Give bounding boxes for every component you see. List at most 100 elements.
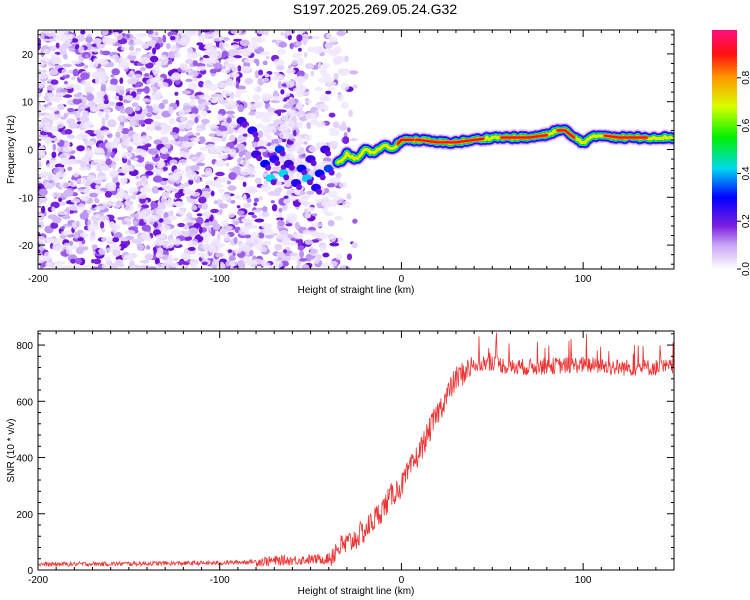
noise-blob: [135, 88, 146, 93]
noise-blob: [147, 30, 154, 35]
noise-haze: [158, 60, 168, 66]
noise-blob: [228, 50, 237, 58]
noise-haze: [286, 147, 295, 153]
noise-blob: [124, 200, 134, 206]
noise-haze: [261, 223, 273, 230]
noise-haze: [225, 56, 238, 62]
noise-haze: [267, 145, 275, 154]
noise-haze: [222, 102, 230, 108]
noise-haze: [203, 210, 211, 219]
noise-haze: [258, 246, 268, 253]
noise-haze: [296, 136, 304, 142]
noise-blob: [60, 226, 65, 230]
noise-blob: [213, 62, 223, 69]
noise-haze: [47, 266, 57, 269]
noise-haze: [214, 159, 226, 167]
noise-blob: [222, 37, 231, 41]
noise-haze: [233, 248, 242, 254]
noise-haze: [256, 123, 264, 129]
noise-haze: [296, 121, 304, 129]
noise-blob: [310, 70, 315, 77]
noise-blob: [138, 119, 145, 125]
noise-blob: [253, 136, 260, 144]
signal-trace-peak: [556, 129, 576, 139]
noise-haze: [78, 46, 85, 54]
noise-haze: [338, 68, 350, 76]
noise-blob: [257, 148, 267, 153]
noise-blob: [136, 243, 145, 251]
noise-blob: [85, 36, 93, 43]
noise-haze: [231, 66, 238, 72]
noise-blob: [287, 34, 292, 41]
noise-haze: [203, 235, 210, 243]
noise-blob: [228, 255, 236, 262]
noise-blob: [347, 127, 351, 133]
noise-blob: [238, 151, 244, 158]
noise-blob: [87, 100, 96, 108]
noise-blob: [190, 200, 198, 205]
noise-blob: [299, 250, 305, 259]
noise-blob: [121, 128, 130, 135]
noise-haze: [152, 108, 164, 114]
noise-haze: [191, 261, 198, 269]
noise-haze: [100, 129, 111, 136]
noise-haze: [285, 79, 295, 88]
noise-blob: [148, 266, 158, 269]
noise-haze: [38, 80, 45, 88]
noise-haze: [222, 42, 229, 48]
noise-haze: [239, 169, 251, 176]
noise-haze: [314, 86, 324, 91]
noise-blob: [127, 114, 137, 122]
noise-haze: [196, 65, 207, 71]
noise-haze: [101, 262, 110, 269]
noise-blob: [165, 43, 171, 50]
noise-haze: [124, 204, 134, 212]
noise-blob: [158, 102, 165, 110]
noise-haze: [110, 54, 120, 61]
noise-haze: [221, 193, 230, 201]
noise-blob: [173, 257, 179, 262]
noise-haze: [157, 160, 165, 169]
noise-haze: [57, 30, 69, 36]
noise-blob: [225, 110, 235, 115]
noise-blob: [51, 151, 57, 159]
noise-haze: [303, 193, 311, 201]
noise-blob: [68, 47, 75, 52]
noise-haze: [286, 109, 295, 114]
signal-trace-peak: [396, 138, 418, 145]
noise-haze: [55, 172, 65, 179]
colorbar-tick-label: 0.0: [741, 262, 750, 276]
noise-haze: [99, 58, 109, 65]
noise-blob: [308, 170, 316, 177]
noise-haze: [178, 109, 186, 117]
noise-blob: [236, 50, 242, 54]
noise-haze: [303, 134, 312, 142]
noise-blob: [349, 70, 359, 75]
noise-haze: [342, 200, 351, 209]
noise-blob: [280, 89, 285, 95]
noise-haze: [206, 57, 216, 66]
noise-haze: [78, 166, 91, 171]
noise-haze: [186, 52, 198, 60]
noise-blob: [288, 99, 296, 106]
noise-blob: [75, 246, 84, 255]
transition-blob: [328, 169, 335, 176]
transition-blob: [306, 179, 313, 186]
noise-haze: [190, 156, 201, 163]
noise-blob: [145, 170, 154, 176]
noise-haze: [234, 92, 242, 98]
noise-blob: [125, 106, 134, 115]
noise-haze: [164, 199, 175, 208]
noise-haze: [187, 30, 199, 36]
noise-blob: [270, 200, 275, 204]
noise-blob: [101, 117, 106, 126]
noise-blob: [193, 223, 201, 228]
noise-blob: [236, 136, 246, 144]
noise-haze: [167, 215, 178, 221]
noise-blob: [216, 130, 223, 137]
noise-blob: [209, 68, 217, 74]
noise-blob: [92, 38, 102, 44]
noise-blob: [131, 102, 139, 108]
noise-haze: [182, 217, 191, 223]
noise-blob: [230, 200, 236, 204]
